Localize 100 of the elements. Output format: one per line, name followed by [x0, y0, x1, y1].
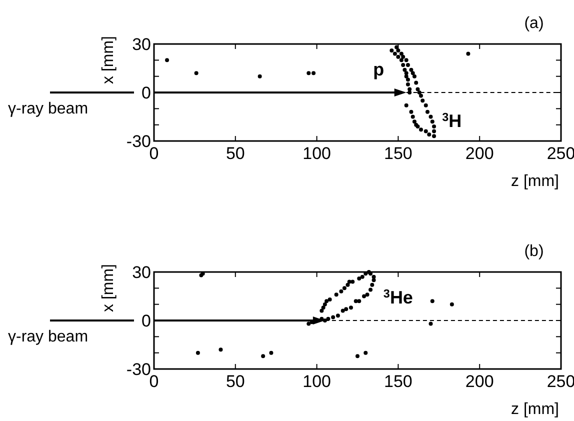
point: [428, 322, 433, 326]
point: [326, 316, 330, 321]
y-tick-label: 0: [142, 84, 151, 102]
point: [410, 114, 415, 119]
point: [426, 110, 430, 114]
point: [409, 110, 414, 114]
point: [218, 348, 223, 352]
point: [399, 52, 404, 56]
point: [261, 354, 266, 358]
point: [412, 74, 416, 78]
y-tick-label: -30: [126, 132, 151, 151]
point: [334, 292, 338, 297]
point: [346, 282, 350, 287]
point: [372, 274, 376, 279]
point: [424, 129, 428, 134]
point: [364, 350, 368, 355]
point: [269, 350, 274, 355]
point: [258, 74, 262, 78]
point: [418, 128, 423, 132]
point: [356, 354, 360, 358]
point: [396, 54, 400, 59]
point: [390, 48, 394, 52]
point: [416, 87, 420, 92]
point: [360, 274, 364, 279]
y-axis-title: x [mm]: [100, 264, 117, 312]
point: [418, 94, 423, 98]
point: [406, 78, 410, 82]
point: [401, 63, 406, 68]
point: [404, 74, 408, 78]
point: [430, 299, 434, 304]
point: [430, 120, 434, 124]
x-axis-title: z [mm]: [511, 173, 559, 190]
point: [432, 124, 436, 128]
y-tick-label: 30: [132, 35, 151, 54]
point: [394, 45, 399, 50]
annotation: $^{3}$He: [383, 286, 413, 308]
point: [362, 294, 366, 298]
point: [368, 288, 373, 292]
chart-title: (a): [524, 15, 544, 32]
point: [404, 71, 408, 76]
point: [450, 302, 454, 306]
point: [420, 98, 425, 103]
point: [406, 63, 410, 68]
point: [365, 292, 370, 297]
x-tick-label: 150: [384, 144, 412, 163]
point: [354, 299, 358, 304]
x-tick-label: 100: [302, 372, 331, 391]
point: [466, 52, 470, 56]
x-tick-label: 200: [465, 144, 494, 163]
x-tick-label: 100: [302, 144, 331, 163]
point: [406, 82, 410, 86]
y-tick-label: 30: [132, 263, 151, 282]
point: [414, 80, 418, 85]
point: [370, 282, 374, 287]
point: [347, 280, 352, 284]
point: [328, 297, 332, 302]
point: [408, 90, 412, 94]
point: [340, 308, 345, 313]
point: [357, 299, 362, 304]
point: [306, 71, 311, 76]
point: [322, 302, 327, 306]
point: [321, 306, 326, 310]
point: [324, 299, 329, 304]
point: [322, 318, 327, 322]
point: [432, 129, 436, 134]
point: [165, 58, 170, 62]
x-tick-label: 150: [384, 372, 412, 391]
point: [427, 132, 432, 137]
point: [392, 52, 397, 56]
text: γ-ray beam: [8, 328, 88, 346]
point: [348, 306, 353, 310]
point: [417, 90, 422, 94]
annotation: $^{3}$H: [442, 110, 462, 131]
point: [312, 71, 316, 76]
point: [306, 322, 311, 326]
point: [350, 280, 355, 284]
point: [432, 134, 436, 138]
y-tick-label: -30: [126, 360, 151, 379]
point: [401, 54, 406, 59]
point: [399, 58, 404, 62]
point: [409, 68, 414, 72]
point: [344, 307, 348, 312]
x-axis-title: z [mm]: [511, 401, 559, 418]
point: [196, 350, 200, 355]
point: [404, 103, 408, 108]
point: [408, 87, 412, 92]
point: [331, 315, 336, 320]
x-tick-label: 200: [465, 372, 494, 391]
y-tick-label: 0: [142, 312, 151, 330]
point: [404, 58, 408, 62]
point: [194, 71, 198, 76]
point: [396, 48, 400, 52]
x-tick-label: 50: [226, 372, 245, 391]
chart-title: (b): [524, 243, 544, 260]
annotation: p: [373, 59, 384, 80]
point: [357, 276, 362, 280]
point: [402, 68, 407, 72]
point: [339, 289, 344, 294]
x-tick-label: 50: [226, 144, 245, 163]
point: [336, 314, 340, 318]
